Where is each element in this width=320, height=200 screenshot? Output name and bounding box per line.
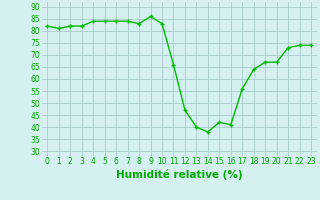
X-axis label: Humidité relative (%): Humidité relative (%) [116, 169, 243, 180]
